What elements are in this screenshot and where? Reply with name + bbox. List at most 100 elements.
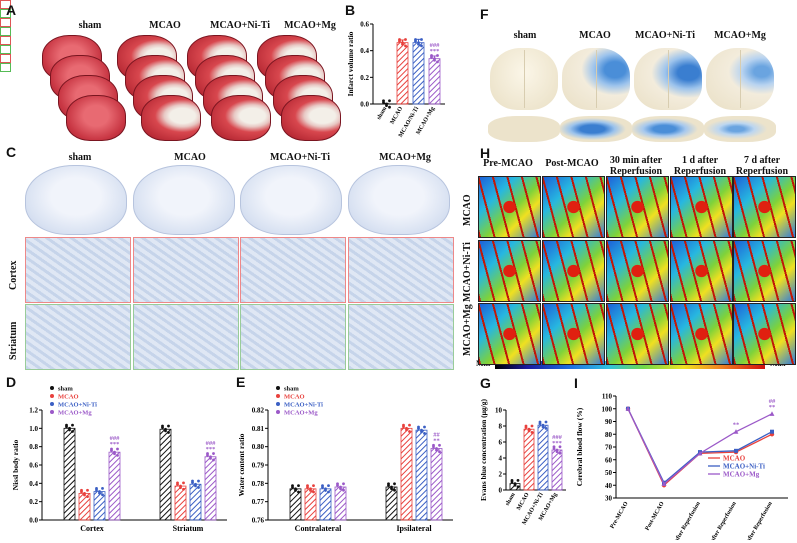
speckle-1-0 (478, 240, 541, 302)
d-legend-marker-0 (50, 386, 54, 390)
nissl-striatum-zoom-2 (240, 304, 346, 370)
e-annot-1-0: ## (433, 432, 440, 439)
e-bar-1-1 (400, 427, 413, 521)
g-bar-0-dot-3 (510, 480, 514, 484)
d-bar-1-3-dot-5 (212, 452, 215, 455)
i-legend-label-0: MCAO (723, 455, 746, 463)
nissl-striatum-zoom-3 (348, 304, 454, 370)
e-bar-1-1-dot-4 (405, 428, 408, 432)
b-bar-3-dot-4 (433, 58, 436, 62)
b-bar-1-dot-2 (404, 44, 407, 48)
e-legend-marker-3 (276, 410, 280, 414)
i-ytick-label-8: 110 (602, 393, 613, 401)
g-ytick-label-4: 8 (499, 423, 503, 431)
b-bar-1-dot-4 (401, 42, 404, 46)
nissl-section-1 (133, 165, 235, 235)
g-bar-1-dot-4 (527, 429, 531, 433)
d-ytick-label-6: 1.2 (29, 407, 38, 415)
g-bar-3-dot-3 (552, 447, 556, 450)
d-annot-0-1: *** (110, 441, 120, 448)
d-bar-0-1-dot-3 (80, 490, 83, 494)
g-bar-2-dot-3 (538, 422, 542, 425)
b-bar-1 (396, 42, 409, 105)
b-bar-3-dot-5 (436, 54, 439, 57)
e-bar-1-1-dot-3 (402, 425, 405, 429)
d-bar-0-0 (63, 427, 76, 521)
c-header-sham: sham (68, 152, 92, 163)
brain-sham-side (488, 116, 560, 142)
d-bar-0-3-dot-5 (116, 447, 119, 451)
nissl-cortex-zoom-2 (240, 237, 346, 303)
e-bar-1-3-dot-2 (438, 450, 441, 454)
d-annot-0-0: ### (110, 435, 121, 442)
i-ytick-label-6: 90 (605, 418, 613, 426)
d-legend-label-1: MCAO (58, 394, 79, 401)
e-bar-0-0 (289, 488, 302, 521)
g-bar-2 (537, 424, 549, 491)
speckle-0-1 (542, 176, 605, 238)
d-bar-1-1-dot-2 (182, 487, 185, 491)
d-bar-0-1-dot-2 (86, 495, 89, 499)
e-ytick-label-3: 0.79 (252, 462, 265, 470)
speckle-2-4 (733, 303, 796, 365)
e-bar-0-1-dot-5 (312, 484, 315, 488)
f-header-mcao: MCAO (579, 30, 611, 41)
c-header-niti: MCAO+Ni-Ti (270, 152, 330, 163)
i-annot-4-1: ** (769, 404, 776, 411)
e-bar-0-3-dot-5 (342, 482, 345, 486)
b-ytick-label-2: 0.4 (360, 47, 369, 55)
g-ytick-label-0: 0 (499, 487, 503, 495)
i-ytick-label-2: 50 (605, 469, 613, 477)
d-bar-1-1-dot-5 (182, 481, 185, 485)
brain-mcao-midline (596, 50, 597, 108)
b-bar-3-dot-2 (436, 60, 439, 64)
h-col-30min: 30 min after Reperfusion (609, 155, 663, 177)
d-legend-label-0: sham (58, 386, 73, 393)
i-point-2-1 (661, 481, 667, 486)
d-ytick-label-2: 0.4 (29, 480, 38, 488)
g-bar-3-dot-4 (555, 450, 559, 453)
g-xlabel-1: MCAO (516, 492, 531, 512)
nissl-section-2 (240, 165, 342, 235)
h-col-1d: 1 d after Reperfusion (673, 155, 727, 177)
chart-b-svg: 0.0 0.2 0.4 0.6 Infarct volume ratio sham MCAO… (346, 21, 445, 139)
e-bar-1-1-dot-2 (408, 430, 411, 433)
b-bar-0-dot-4 (385, 104, 388, 107)
c-row-cortex: Cortex (8, 260, 19, 290)
e-bar-0-3-dot-2 (342, 488, 345, 492)
i-annot-4-0: ## (769, 398, 776, 405)
nissl-cortex-zoom-1 (133, 237, 239, 303)
e-bar-0-0-dot-3 (291, 485, 294, 489)
b-xlabel-1: MCAO (390, 106, 405, 126)
ttc-slice-3-3 (281, 95, 341, 141)
e-xlabel-1: Ipsilateral (396, 524, 432, 533)
brain-mg-midline (740, 50, 741, 108)
b-bar-0-dot-5 (388, 99, 391, 103)
speckle-2-2 (606, 303, 669, 365)
h-col-7d: 7 d after Reperfusion (735, 155, 789, 177)
b-bar-3 (428, 58, 441, 105)
h-col-pre: Pre-MCAO (483, 158, 533, 169)
d-ytick-label-3: 0.6 (29, 462, 38, 470)
panel-label-a: A (6, 2, 17, 18)
b-bar-2 (412, 42, 425, 105)
e-legend-label-3: MCAO+Mg (284, 410, 318, 417)
d-ytick-label-4: 0.8 (29, 443, 38, 451)
i-point-2-0 (625, 406, 631, 411)
e-bar-0-1-dot-3 (306, 485, 309, 489)
e-bar-1-3-dot-3 (432, 445, 435, 449)
d-legend-marker-2 (50, 402, 54, 406)
i-ylabel: Cerebral blood flow (%) (575, 407, 584, 486)
d-ylabel: Nissl body ratio (11, 440, 20, 491)
d-bar-0-0-dot-4 (68, 428, 71, 432)
d-bar-1-3-dot-3 (206, 453, 209, 457)
d-bar-1-0-dot-5 (167, 424, 170, 428)
nissl-striatum-box-0 (0, 9, 11, 18)
i-xlabel-3: 1 d after Reperfusion (705, 500, 738, 540)
i-xlabel-4: 7 d after Reperfusion (741, 500, 774, 540)
d-bar-1-2-dot-4 (194, 484, 197, 488)
e-ytick-label-1: 0.77 (252, 498, 265, 506)
i-point-2-2 (697, 450, 703, 456)
chart-g-svg: 0 2 4 6 8 10 Evans blue concentration (μg/g) sh… (479, 399, 566, 526)
e-bar-0-1-dot-2 (312, 490, 315, 494)
